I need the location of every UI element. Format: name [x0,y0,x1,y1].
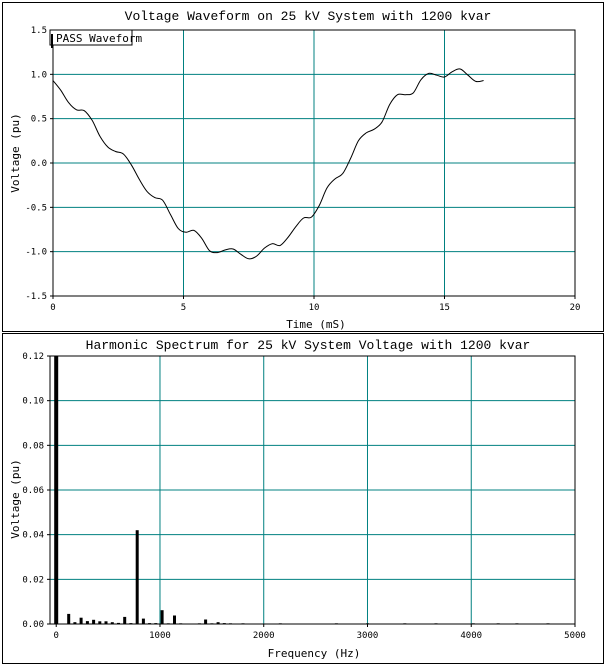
harmonic-bar [173,615,176,624]
y-tick-label: 0.10 [22,397,44,407]
harmonic-bar [216,622,220,624]
x-tick-label: 20 [570,303,581,313]
x-tick-label: 1000 [149,631,171,641]
harmonic-bar [123,616,127,624]
x-tick-label: 5000 [564,631,586,641]
legend-box [49,29,133,46]
x-tick-label: 15 [439,303,450,313]
harmonic-bar [79,617,83,624]
spectrum-chart-panel: Harmonic Spectrum for 25 kV System Volta… [2,333,604,664]
y-tick-label: 1.0 [31,70,47,80]
x-tick-label: 10 [309,303,320,313]
x-tick-label: 3000 [357,631,379,641]
x-tick-label: 0 [50,303,55,313]
y-axis-label: Voltage (pu) [9,113,22,192]
harmonic-bar [110,622,114,624]
waveform-chart-panel: Voltage Waveform on 25 kV System with 12… [2,2,604,332]
harmonic-bar [104,621,108,624]
x-tick-label: 5 [181,303,186,313]
harmonic-bar [73,622,77,624]
x-tick-label: 0 [54,631,59,641]
y-tick-label: 0.06 [22,486,44,496]
harmonic-bar [98,621,102,624]
spectrum-chart: Harmonic Spectrum for 25 kV System Volta… [9,338,586,660]
chart-title: Voltage Waveform on 25 kV System with 12… [125,9,492,24]
waveform-chart: Voltage Waveform on 25 kV System with 12… [9,9,581,331]
harmonic-bar [117,622,120,624]
harmonic-bar [204,619,208,624]
y-tick-label: -1.0 [25,248,47,258]
y-tick-label: 0.5 [31,115,47,125]
x-tick-label: 2000 [253,631,275,641]
y-tick-label: 0.12 [22,352,44,362]
legend: PASS Waveform [49,29,142,48]
y-tick-label: -0.5 [25,203,47,213]
harmonic-bar [67,613,71,624]
harmonic-bar [135,530,139,624]
y-tick-label: 0.00 [22,620,44,630]
y-tick-label: 1.5 [31,26,47,36]
y-tick-label: 0.04 [22,531,44,541]
legend-entry: PASS Waveform [56,32,142,45]
y-axis-label: Voltage (pu) [9,459,22,538]
harmonic-bar [54,356,59,624]
x-axis-label: Frequency (Hz) [268,647,361,660]
harmonic-bar [85,621,89,624]
y-tick-label: -1.5 [25,292,47,302]
y-tick-label: 0.0 [31,159,47,169]
x-axis-label: Time (mS) [286,318,346,331]
x-tick-label: 4000 [460,631,482,641]
y-tick-label: 0.08 [22,441,44,451]
harmonic-bar [92,619,96,624]
waveform-line [52,68,484,260]
chart-title: Harmonic Spectrum for 25 kV System Volta… [86,338,531,353]
y-tick-label: 0.02 [22,575,44,585]
harmonic-bar [141,618,145,624]
harmonic-bar [160,610,164,624]
